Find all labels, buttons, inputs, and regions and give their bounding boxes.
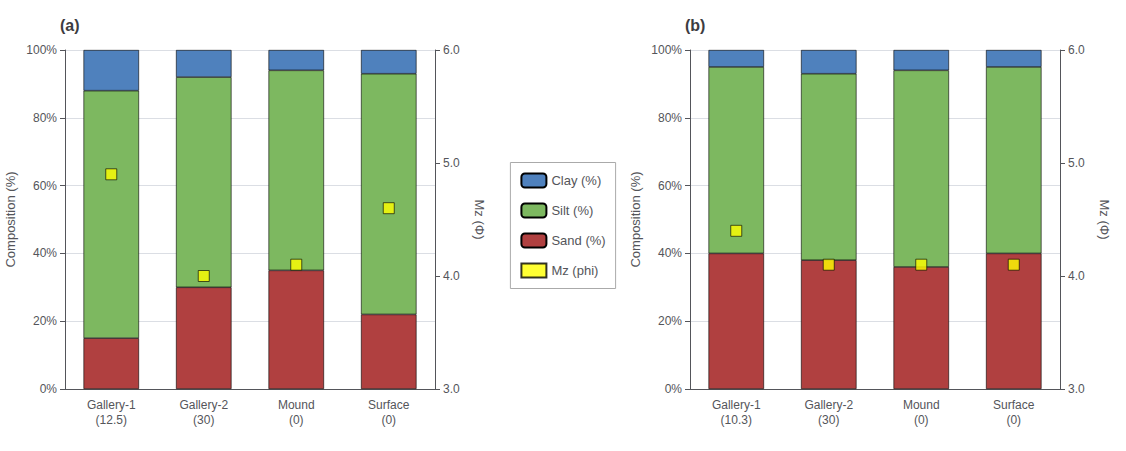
svg-text:3.0: 3.0 xyxy=(1068,382,1085,396)
svg-text:Mz (Φ): Mz (Φ) xyxy=(1097,200,1112,240)
svg-text:Surface: Surface xyxy=(993,398,1035,412)
svg-text:5.0: 5.0 xyxy=(1068,156,1085,170)
svg-text:Mz (Φ): Mz (Φ) xyxy=(472,200,487,240)
svg-text:80%: 80% xyxy=(658,111,682,125)
svg-text:60%: 60% xyxy=(658,179,682,193)
svg-text:Sand (%): Sand (%) xyxy=(551,233,605,248)
svg-text:Silt (%): Silt (%) xyxy=(551,203,593,218)
svg-text:4.0: 4.0 xyxy=(443,269,460,283)
svg-text:Composition (%): Composition (%) xyxy=(628,171,643,267)
svg-text:40%: 40% xyxy=(658,246,682,260)
svg-text:(a): (a) xyxy=(60,17,80,34)
svg-text:Gallery-2: Gallery-2 xyxy=(179,398,228,412)
svg-text:Composition (%): Composition (%) xyxy=(3,171,18,267)
svg-text:(0): (0) xyxy=(381,413,396,427)
svg-text:Mound: Mound xyxy=(278,398,315,412)
svg-text:5.0: 5.0 xyxy=(443,156,460,170)
svg-text:20%: 20% xyxy=(33,314,57,328)
svg-text:(0): (0) xyxy=(289,413,304,427)
svg-text:Mound: Mound xyxy=(903,398,940,412)
svg-text:Gallery-2: Gallery-2 xyxy=(804,398,853,412)
svg-text:3.0: 3.0 xyxy=(443,382,460,396)
svg-text:Gallery-1: Gallery-1 xyxy=(712,398,761,412)
svg-text:60%: 60% xyxy=(33,179,57,193)
svg-text:100%: 100% xyxy=(26,43,57,57)
svg-text:Gallery-1: Gallery-1 xyxy=(87,398,136,412)
svg-text:(0): (0) xyxy=(1006,413,1021,427)
svg-text:20%: 20% xyxy=(658,314,682,328)
svg-text:0%: 0% xyxy=(40,382,58,396)
svg-text:Clay (%): Clay (%) xyxy=(551,173,601,188)
svg-text:0%: 0% xyxy=(665,382,683,396)
svg-text:(0): (0) xyxy=(914,413,929,427)
svg-text:(10.3): (10.3) xyxy=(721,413,752,427)
svg-text:40%: 40% xyxy=(33,246,57,260)
svg-text:4.0: 4.0 xyxy=(1068,269,1085,283)
svg-text:(12.5): (12.5) xyxy=(96,413,127,427)
svg-text:(30): (30) xyxy=(818,413,839,427)
svg-text:80%: 80% xyxy=(33,111,57,125)
svg-text:Mz (phi): Mz (phi) xyxy=(551,263,598,278)
svg-text:6.0: 6.0 xyxy=(443,43,460,57)
svg-text:100%: 100% xyxy=(651,43,682,57)
svg-text:(b): (b) xyxy=(685,17,705,34)
svg-text:Surface: Surface xyxy=(368,398,410,412)
svg-text:6.0: 6.0 xyxy=(1068,43,1085,57)
svg-text:(30): (30) xyxy=(193,413,214,427)
